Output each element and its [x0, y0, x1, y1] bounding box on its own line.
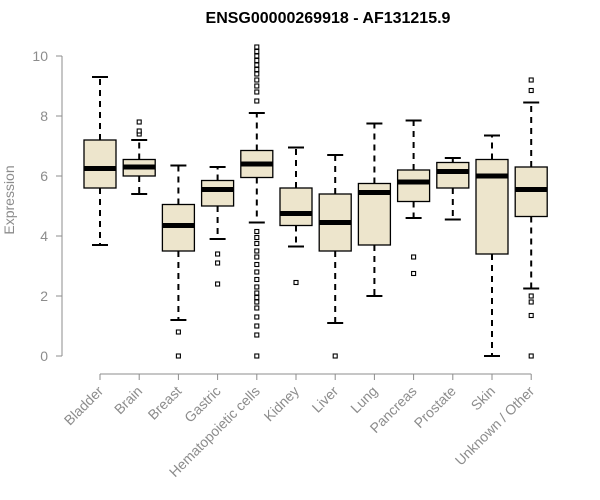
- outlier-point: [254, 314, 260, 320]
- outlier-point: [254, 332, 260, 338]
- outlier-point: [411, 270, 417, 277]
- outlier-point: [254, 228, 260, 235]
- outlier-point: [254, 353, 260, 359]
- outlier-point: [254, 66, 260, 73]
- outlier-point: [411, 254, 417, 260]
- x-tick-label: Liver: [309, 383, 342, 416]
- outlier-point: [254, 89, 260, 95]
- x-tick-label: Brain: [111, 383, 145, 417]
- outlier-point: [528, 87, 534, 94]
- box-group: [318, 154, 352, 359]
- box-group: [200, 166, 235, 287]
- box-iqr: [436, 161, 470, 189]
- outlier-point: [215, 281, 221, 287]
- y-tick-label: 8: [40, 108, 48, 124]
- y-tick-label: 6: [40, 168, 48, 184]
- box-group: [475, 134, 509, 357]
- outlier-point: [254, 269, 260, 275]
- x-tick-label: Lung: [347, 383, 380, 416]
- box-iqr: [279, 187, 313, 227]
- box-group: [240, 44, 274, 359]
- outlier-point: [254, 290, 260, 296]
- outlier-point: [215, 260, 221, 266]
- outlier-point: [136, 128, 142, 134]
- y-tick-label: 4: [40, 228, 48, 244]
- outlier-point: [254, 48, 260, 55]
- outlier-point: [254, 53, 260, 59]
- outlier-point: [175, 353, 181, 359]
- box-group: [436, 157, 470, 221]
- box-group: [357, 122, 392, 297]
- outlier-point: [528, 299, 534, 305]
- x-tick-label: Skin: [468, 383, 499, 414]
- chart-title: ENSG00000269918 - AF131215.9: [206, 10, 451, 27]
- box-iqr: [200, 179, 235, 207]
- outlier-point: [528, 312, 534, 319]
- y-tick-label: 10: [32, 48, 48, 64]
- outlier-point: [254, 323, 260, 329]
- outlier-point: [254, 98, 260, 104]
- outlier-point: [254, 276, 260, 283]
- x-tick-label: Bladder: [61, 383, 107, 429]
- box-group: [279, 146, 313, 286]
- box-iqr: [83, 139, 117, 189]
- box-iqr: [396, 169, 431, 203]
- box-group: [122, 119, 156, 195]
- outlier-point: [254, 284, 260, 290]
- outlier-point: [254, 44, 260, 50]
- outlier-point: [293, 279, 299, 286]
- outlier-point: [254, 248, 260, 254]
- outlier-point: [332, 353, 338, 359]
- y-tick-label: 2: [40, 288, 48, 304]
- outlier-point: [528, 77, 534, 83]
- box-group: [396, 119, 431, 277]
- box-group: [161, 164, 196, 359]
- outlier-point: [136, 119, 142, 125]
- x-tick-label: Breast: [145, 383, 185, 423]
- outlier-point: [528, 353, 534, 359]
- outlier-point: [254, 299, 260, 305]
- outlier-point: [254, 71, 260, 77]
- outlier-point: [215, 251, 221, 257]
- outlier-point: [254, 83, 260, 89]
- outlier-point: [254, 57, 260, 64]
- outlier-point: [528, 293, 534, 299]
- outlier-point: [254, 254, 260, 260]
- box-group: [514, 77, 548, 359]
- y-axis-label: Expression: [1, 165, 17, 234]
- outlier-point: [254, 62, 260, 68]
- outlier-point: [254, 240, 260, 247]
- x-tick-label: Kidney: [261, 383, 303, 425]
- outlier-point: [254, 261, 260, 268]
- outlier-point: [254, 305, 260, 311]
- box-group: [83, 76, 117, 246]
- outlier-point: [254, 77, 260, 83]
- outlier-point: [254, 294, 260, 301]
- plot-area: [83, 44, 548, 359]
- x-tick-label: Prostate: [411, 383, 459, 431]
- outlier-point: [175, 329, 181, 335]
- outlier-point: [254, 234, 260, 241]
- y-tick-label: 0: [40, 348, 48, 364]
